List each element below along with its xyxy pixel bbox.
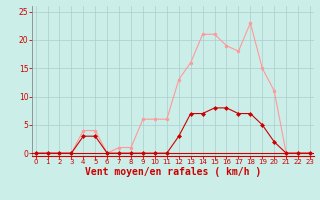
X-axis label: Vent moyen/en rafales ( km/h ): Vent moyen/en rafales ( km/h ): [85, 167, 261, 177]
